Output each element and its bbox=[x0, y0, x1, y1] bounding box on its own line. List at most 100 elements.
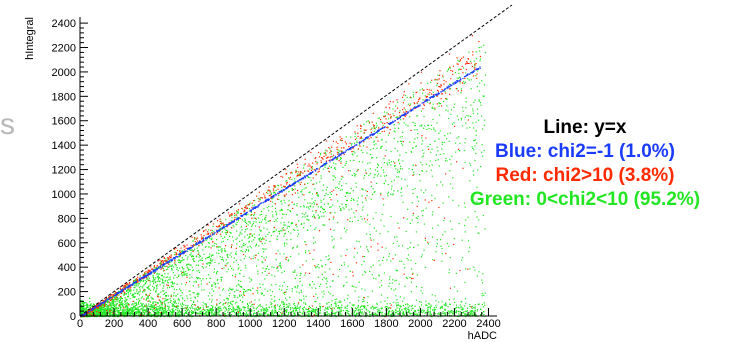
green-point bbox=[144, 290, 146, 292]
green-point bbox=[421, 137, 423, 139]
green-point bbox=[240, 259, 242, 261]
green-point bbox=[120, 307, 122, 309]
green-point bbox=[303, 298, 305, 300]
green-point bbox=[128, 310, 130, 312]
green-point bbox=[150, 304, 152, 306]
green-point bbox=[309, 310, 311, 312]
green-point bbox=[348, 310, 350, 312]
green-point bbox=[218, 230, 220, 232]
green-point bbox=[239, 294, 241, 296]
green-point bbox=[357, 168, 359, 171]
green-point bbox=[163, 308, 165, 310]
green-point bbox=[402, 131, 404, 133]
green-point bbox=[230, 314, 233, 316]
green-point bbox=[262, 238, 264, 240]
green-point bbox=[179, 250, 181, 252]
green-point bbox=[353, 286, 355, 288]
green-point bbox=[157, 312, 159, 314]
green-point bbox=[154, 310, 156, 312]
green-point bbox=[268, 313, 270, 316]
green-point bbox=[123, 310, 125, 312]
green-point bbox=[374, 307, 376, 309]
green-point bbox=[433, 311, 435, 313]
green-point bbox=[163, 312, 165, 314]
green-point bbox=[200, 313, 202, 315]
green-point bbox=[366, 152, 368, 154]
green-point bbox=[459, 314, 461, 316]
green-point bbox=[282, 310, 284, 313]
green-point bbox=[243, 307, 245, 309]
green-point bbox=[224, 236, 226, 238]
green-point bbox=[138, 291, 140, 293]
green-point bbox=[395, 168, 397, 170]
green-point bbox=[440, 245, 442, 247]
green-point bbox=[216, 239, 218, 241]
green-point bbox=[222, 259, 224, 261]
green-point bbox=[292, 229, 295, 231]
green-point bbox=[405, 312, 407, 314]
green-point bbox=[206, 306, 208, 308]
green-point bbox=[133, 309, 135, 311]
green-point bbox=[391, 313, 393, 315]
green-point bbox=[401, 168, 403, 170]
green-point bbox=[247, 313, 249, 315]
green-point bbox=[115, 306, 117, 308]
green-point bbox=[154, 282, 156, 284]
green-point bbox=[400, 188, 402, 190]
green-point bbox=[464, 224, 466, 227]
green-point bbox=[389, 282, 391, 284]
green-point bbox=[154, 277, 156, 279]
green-point bbox=[173, 305, 175, 308]
green-point bbox=[157, 303, 159, 305]
green-point bbox=[95, 308, 97, 310]
green-point bbox=[315, 287, 317, 289]
green-point bbox=[433, 308, 435, 310]
green-point bbox=[329, 268, 331, 270]
green-point bbox=[164, 304, 166, 306]
green-point bbox=[202, 267, 205, 269]
green-point bbox=[376, 309, 378, 311]
green-point bbox=[173, 298, 175, 300]
green-point bbox=[213, 312, 215, 314]
green-point bbox=[186, 272, 188, 275]
green-point bbox=[264, 309, 266, 311]
green-point bbox=[469, 60, 472, 62]
green-point bbox=[164, 311, 166, 314]
green-point bbox=[479, 60, 481, 62]
green-point bbox=[443, 141, 445, 143]
green-point bbox=[365, 233, 368, 235]
green-point bbox=[422, 215, 424, 217]
green-point bbox=[231, 309, 233, 311]
green-point bbox=[282, 285, 284, 287]
green-point bbox=[226, 255, 229, 257]
green-point bbox=[451, 155, 453, 157]
green-point bbox=[104, 309, 106, 311]
green-point bbox=[214, 283, 216, 286]
green-point bbox=[449, 220, 451, 222]
green-point bbox=[108, 310, 110, 312]
green-point bbox=[185, 270, 187, 273]
green-point bbox=[173, 295, 175, 297]
green-point bbox=[324, 166, 326, 168]
green-point bbox=[261, 242, 263, 245]
green-point bbox=[444, 231, 446, 233]
green-point bbox=[303, 167, 305, 169]
green-point bbox=[447, 110, 449, 112]
green-point bbox=[134, 305, 136, 307]
green-point bbox=[319, 303, 321, 305]
green-point bbox=[162, 281, 164, 284]
green-point bbox=[286, 239, 288, 241]
green-point bbox=[107, 307, 109, 309]
green-point bbox=[133, 283, 135, 285]
green-point bbox=[200, 280, 202, 282]
green-point bbox=[190, 264, 192, 266]
green-point bbox=[298, 314, 300, 316]
green-point bbox=[482, 95, 484, 97]
green-point bbox=[228, 302, 230, 304]
green-point bbox=[182, 268, 184, 270]
green-point bbox=[285, 213, 287, 216]
green-point bbox=[183, 274, 185, 276]
green-point bbox=[267, 220, 269, 222]
green-point bbox=[240, 314, 242, 316]
series-green-points bbox=[80, 44, 486, 318]
